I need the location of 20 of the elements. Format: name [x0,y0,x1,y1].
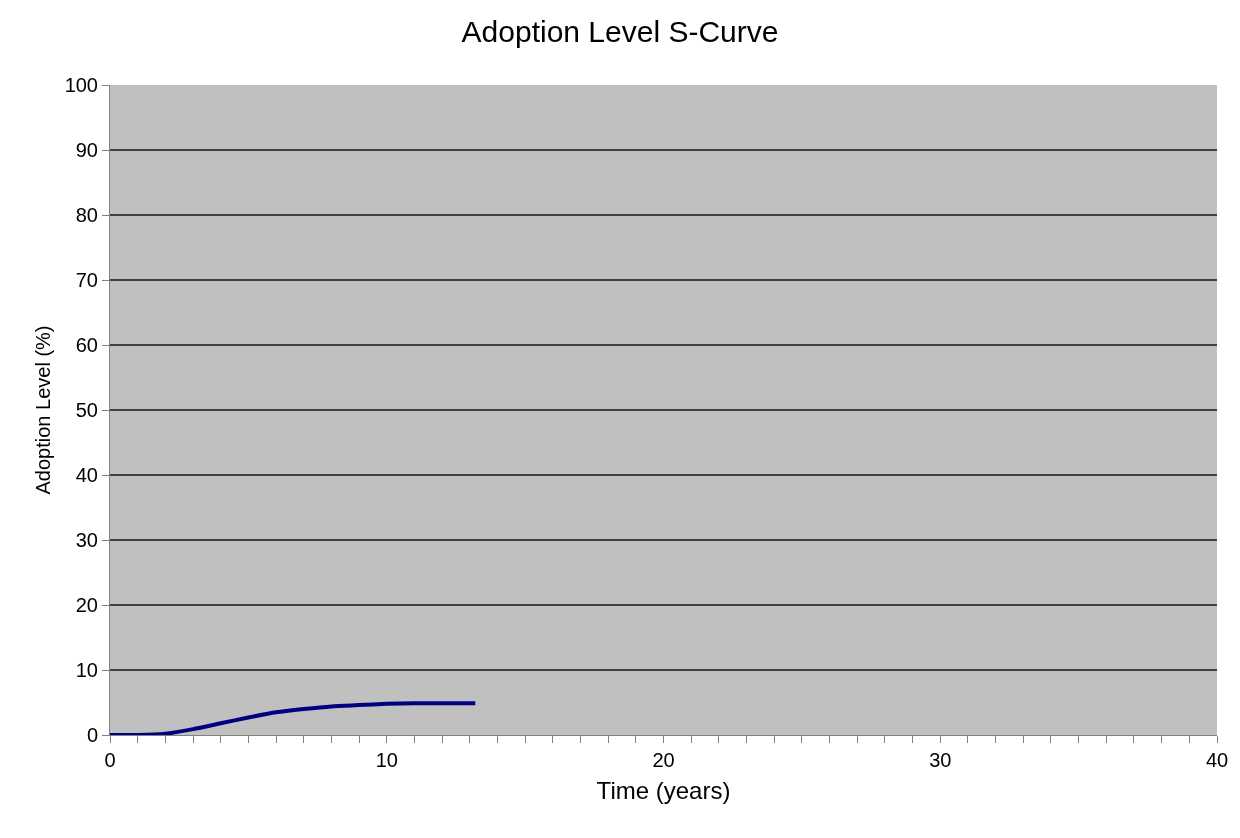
x-tick-label: 30 [929,749,952,771]
y-tick-label: 80 [75,204,98,226]
y-tick-label: 70 [75,269,98,291]
line-series [110,701,478,735]
chart-title: Adoption Level S-Curve [461,14,779,48]
x-tick-label: 0 [104,749,116,771]
x-tick-label: 40 [1205,749,1229,771]
y-tick-label: 40 [75,464,98,486]
y-tick-label: 90 [75,139,98,161]
y-tick-label: 60 [75,334,98,356]
y-tick-label: 50 [75,399,98,421]
y-tick-label: 100 [64,74,98,96]
x-tick-label: 10 [375,749,398,771]
y-tick-label: 10 [75,659,98,681]
x-axis-title: Time (years) [596,777,731,805]
y-axis-title: Adoption Level (%) [32,325,55,495]
y-tick-label: 30 [75,529,98,551]
x-tick-label: 20 [652,749,675,771]
y-tick-label: 20 [75,594,98,616]
y-tick-label: 0 [86,724,98,746]
